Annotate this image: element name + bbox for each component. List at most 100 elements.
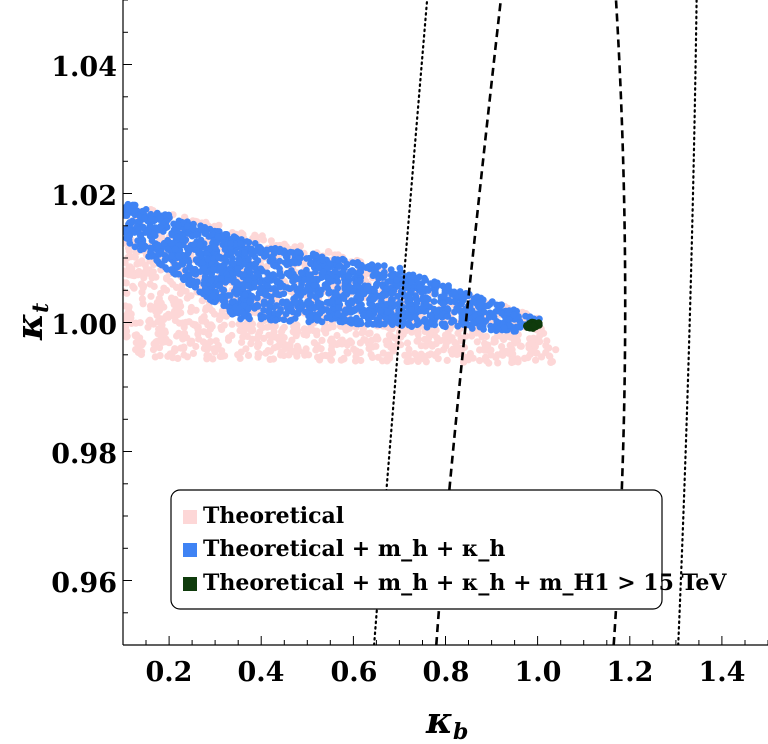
data-point — [356, 317, 364, 325]
data-point — [325, 248, 333, 256]
data-point — [445, 296, 452, 304]
data-point — [390, 314, 398, 321]
data-point — [227, 292, 234, 299]
data-point — [123, 279, 130, 287]
data-point — [351, 357, 360, 365]
data-point — [369, 296, 377, 303]
data-point — [340, 295, 348, 302]
data-point — [254, 353, 262, 361]
data-point — [448, 318, 455, 326]
legend-swatch-theoretical — [183, 510, 197, 524]
data-point — [476, 357, 484, 365]
data-point — [166, 350, 174, 358]
data-point — [303, 255, 310, 262]
data-point — [139, 284, 147, 292]
data-point — [244, 282, 252, 290]
data-point — [227, 240, 235, 248]
data-point — [272, 316, 279, 324]
data-point — [125, 271, 133, 279]
data-point — [215, 282, 223, 290]
data-point — [289, 328, 297, 336]
data-point — [409, 273, 417, 280]
data-point — [431, 352, 439, 360]
data-point — [352, 330, 360, 338]
data-point — [276, 257, 284, 265]
data-point — [486, 300, 494, 308]
data-point — [505, 316, 513, 323]
data-point — [262, 291, 270, 299]
data-point — [424, 351, 433, 359]
data-point — [217, 294, 225, 301]
data-point — [177, 302, 185, 310]
data-point — [498, 310, 505, 317]
data-point — [294, 344, 302, 352]
data-point — [384, 338, 393, 346]
data-point — [300, 330, 308, 339]
data-point — [155, 325, 163, 333]
data-point — [289, 308, 297, 316]
data-point — [185, 280, 193, 288]
y-tick-label: 1.04 — [51, 52, 117, 83]
data-point — [536, 338, 544, 346]
data-point — [192, 342, 200, 351]
data-point — [204, 255, 212, 263]
data-point — [138, 241, 145, 249]
data-point — [264, 347, 272, 355]
y-axis-title: κt — [9, 303, 54, 341]
data-point — [495, 304, 503, 312]
data-point — [187, 308, 195, 316]
data-point — [454, 322, 462, 330]
data-point — [209, 355, 217, 363]
data-point — [244, 351, 253, 359]
data-point — [239, 309, 247, 317]
data-point — [379, 274, 387, 281]
y-tick-label: 0.98 — [51, 439, 117, 470]
data-point — [274, 335, 282, 343]
data-point — [175, 252, 183, 260]
data-point — [214, 233, 222, 241]
data-point — [312, 251, 320, 259]
data-point — [224, 336, 233, 344]
data-point — [426, 312, 434, 319]
data-point — [396, 264, 404, 272]
data-point — [149, 269, 157, 278]
data-point — [153, 311, 161, 319]
data-point — [266, 322, 274, 330]
data-point — [510, 327, 518, 335]
data-point — [329, 338, 337, 346]
data-point — [423, 301, 430, 309]
contour-dotted — [677, 0, 698, 645]
data-point — [282, 310, 290, 318]
data-point — [147, 292, 155, 300]
data-point — [473, 338, 481, 346]
data-point — [459, 296, 467, 304]
data-point — [126, 232, 133, 240]
data-point — [129, 201, 137, 209]
data-point — [134, 343, 143, 351]
data-point — [266, 338, 274, 346]
data-point — [384, 308, 391, 316]
data-point — [533, 349, 541, 357]
data-point — [490, 338, 498, 346]
data-point — [272, 290, 279, 298]
data-point — [312, 346, 320, 354]
data-point — [256, 243, 264, 251]
data-point — [271, 262, 279, 270]
data-point — [431, 280, 439, 288]
data-point — [365, 318, 373, 326]
data-point — [305, 271, 313, 279]
data-point — [385, 351, 394, 359]
data-point — [540, 329, 548, 337]
data-point — [171, 346, 179, 354]
data-point — [379, 292, 387, 300]
data-point — [264, 275, 271, 283]
data-point — [209, 265, 217, 273]
data-point — [407, 278, 415, 286]
data-point — [310, 281, 318, 289]
data-point — [123, 289, 131, 297]
data-point — [154, 241, 162, 249]
data-point — [259, 236, 268, 244]
data-point — [192, 231, 200, 239]
data-point — [338, 336, 346, 344]
data-point — [506, 321, 513, 329]
